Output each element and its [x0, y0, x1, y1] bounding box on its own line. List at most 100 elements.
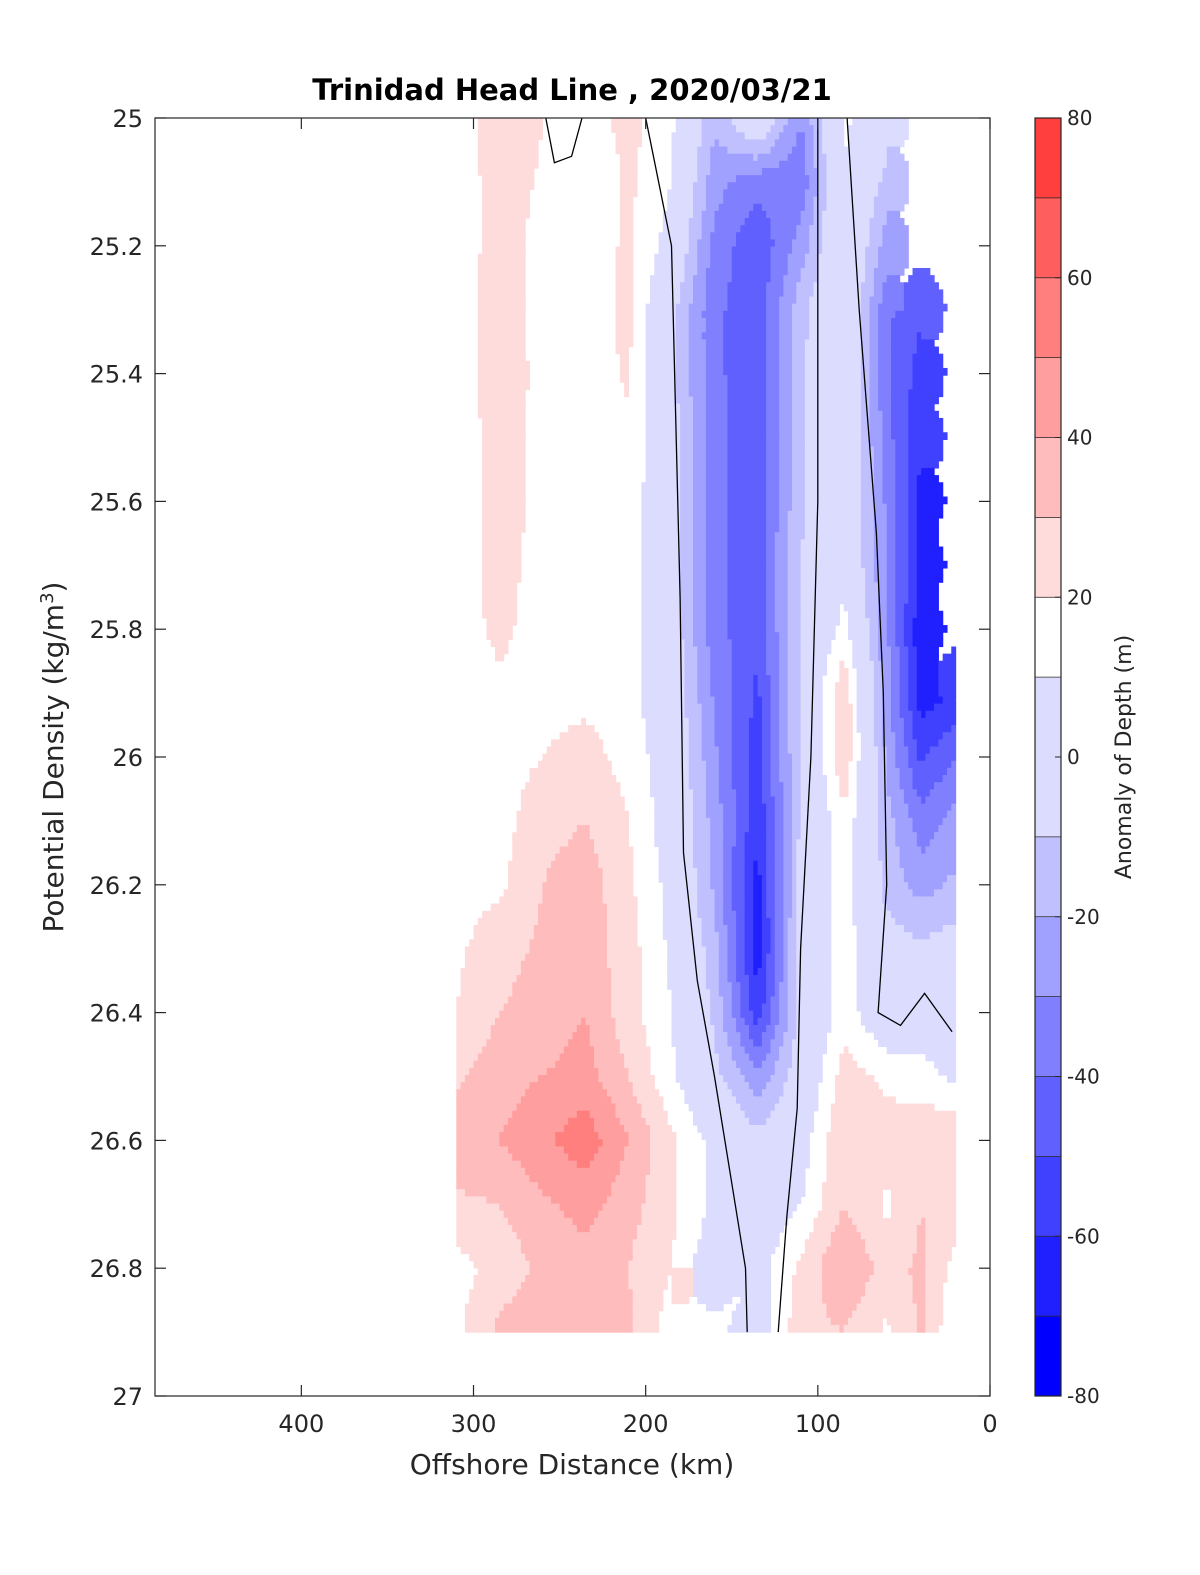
contour-cell: [731, 860, 746, 869]
contour-cell: [727, 946, 737, 955]
contour-cell: [761, 775, 772, 783]
contour-cell: [856, 1303, 918, 1312]
contour-cell: [813, 1217, 840, 1226]
contour-cell: [908, 496, 918, 505]
contour-cell: [783, 832, 793, 840]
contour-cell: [809, 317, 862, 326]
contour-cell: [895, 632, 905, 640]
contour-cell: [482, 489, 526, 498]
contour-cell: [886, 610, 896, 619]
contour-cell: [482, 510, 526, 519]
contour-cell: [835, 703, 853, 712]
contour-cell: [499, 896, 543, 905]
contour-cell: [826, 1246, 866, 1255]
contour-cell: [908, 517, 918, 526]
contour-cell: [766, 410, 780, 419]
contour-cell: [774, 917, 784, 926]
contour-cell: [800, 546, 862, 555]
contour-cell: [731, 667, 767, 676]
contour-cell: [705, 339, 724, 348]
contour-cell: [925, 1324, 939, 1333]
contour-cell: [748, 789, 763, 798]
contour-cell: [693, 1274, 772, 1283]
contour-cell: [615, 267, 634, 276]
contour-cell: [873, 703, 883, 712]
contour-cell: [705, 589, 729, 598]
contour-cell: [693, 1253, 772, 1262]
contour-cell: [718, 1067, 741, 1076]
contour-cell: [576, 1160, 591, 1169]
contour-cell: [744, 867, 754, 876]
contour-cell: [766, 282, 785, 290]
contour-cell: [658, 853, 694, 862]
contour-cell: [779, 1053, 793, 1062]
contour-cell: [817, 267, 866, 276]
contour-cell: [774, 882, 784, 890]
contour-cell: [736, 839, 746, 848]
contour-cell: [873, 446, 883, 455]
contour-cell: [714, 889, 724, 898]
contour-cell: [804, 132, 815, 141]
contour-cell: [731, 653, 767, 662]
contour-cell: [882, 889, 914, 898]
contour-cell: [826, 203, 875, 212]
contour-cell: [512, 853, 556, 862]
contour-cell: [766, 475, 780, 483]
contour-cell: [705, 353, 724, 362]
contour-cell: [697, 660, 711, 669]
contour-cell: [731, 703, 754, 712]
contour-cell: [792, 346, 806, 355]
contour-cell: [731, 853, 746, 862]
contour-cell: [878, 839, 896, 848]
contour-cell: [641, 682, 686, 690]
colorbar-tick-label: -20: [1067, 905, 1100, 929]
x-tick-label: 300: [451, 1410, 497, 1438]
contour-cell: [697, 646, 711, 655]
contour-cell: [766, 446, 780, 455]
contour-cell: [856, 782, 879, 790]
contour-cell: [860, 1232, 918, 1240]
contour-cell: [512, 839, 569, 848]
contour-cell: [860, 403, 871, 412]
contour-cell: [800, 682, 823, 690]
contour-cell: [469, 1067, 548, 1076]
contour-cell: [594, 1124, 625, 1133]
contour-cell: [886, 617, 896, 626]
contour-cell: [835, 717, 853, 726]
contour-cell: [520, 1160, 578, 1169]
contour-cell: [512, 846, 561, 855]
contour-cell: [731, 1003, 741, 1012]
contour-cell: [796, 982, 832, 990]
contour-cell: [847, 1210, 883, 1219]
contour-cell: [499, 1203, 561, 1212]
contour-cell: [628, 1132, 651, 1140]
contour-cell: [916, 596, 939, 605]
colorbar-tick-label: 80: [1067, 106, 1092, 130]
contour-cell: [723, 1075, 746, 1083]
contour-cell: [852, 882, 883, 890]
contour-cell: [761, 203, 806, 212]
contour-cell: [546, 746, 604, 755]
contour-cell: [705, 203, 720, 212]
contour-cell: [675, 360, 690, 369]
contour-cell: [826, 182, 879, 191]
contour-cell: [675, 346, 690, 355]
contour-cell: [779, 632, 789, 640]
contour-cell: [942, 732, 957, 740]
contour-cell: [878, 775, 888, 783]
contour-cell: [761, 960, 767, 969]
colorbar-label: Anomaly of Depth (m): [1112, 635, 1137, 879]
contour-cell: [873, 1032, 957, 1040]
contour-cell: [645, 1117, 668, 1126]
contour-cell: [796, 1003, 832, 1012]
contour-cell: [886, 632, 896, 640]
contour-cell: [856, 703, 875, 712]
contour-cell: [744, 832, 767, 840]
contour-cell: [727, 953, 737, 962]
contour-cell: [482, 196, 531, 205]
contour-cell: [916, 675, 939, 683]
contour-cell: [792, 846, 797, 855]
contour-cell: [693, 467, 707, 476]
contour-cell: [632, 1239, 673, 1247]
contour-cell: [697, 167, 711, 176]
